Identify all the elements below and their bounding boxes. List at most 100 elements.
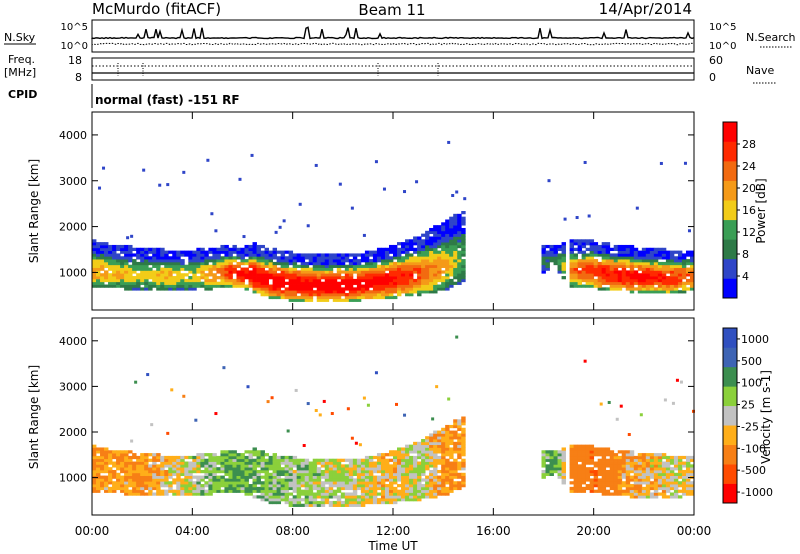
power-cell — [124, 273, 129, 277]
power-cell — [449, 225, 454, 229]
y-tick-label: 4000 — [59, 129, 87, 142]
velocity-cell — [184, 484, 189, 488]
power-cell — [196, 281, 201, 285]
velocity-cell — [649, 492, 655, 496]
velocity-cell — [200, 475, 205, 479]
y-tick-label: 4000 — [59, 335, 87, 348]
power-cell — [397, 261, 402, 266]
velocity-cell — [240, 467, 245, 471]
velocity-cell — [633, 455, 639, 460]
power-cell — [320, 281, 326, 285]
power-cell — [92, 281, 97, 285]
power-cell — [661, 273, 667, 277]
colorbar-tick-label: -500 — [741, 464, 766, 477]
velocity-cell — [445, 489, 450, 493]
velocity-cell — [268, 486, 273, 491]
velocity-cell — [681, 489, 687, 493]
velocity-cell — [256, 478, 261, 482]
velocity-cell — [641, 458, 647, 462]
power-cell — [280, 295, 286, 300]
power-cell — [112, 278, 117, 283]
velocity-cell — [172, 464, 177, 468]
velocity-cell — [461, 441, 466, 446]
power-cell — [328, 253, 334, 257]
power-cell — [457, 244, 462, 249]
power-cell — [216, 247, 221, 251]
velocity-cell — [621, 467, 627, 471]
power-cell — [176, 287, 181, 291]
power-cell — [685, 261, 691, 266]
velocity-cell — [645, 486, 651, 491]
velocity-cell — [681, 492, 687, 496]
velocity-cell — [324, 461, 330, 465]
power-cell — [96, 284, 101, 288]
velocity-cell — [176, 489, 181, 493]
power-cell — [645, 256, 651, 260]
velocity-cell — [388, 450, 394, 454]
power-cell — [296, 290, 302, 294]
power-cell — [352, 290, 358, 294]
velocity-cell — [573, 486, 579, 491]
velocity-cell — [120, 467, 125, 471]
velocity-cell — [649, 495, 655, 499]
velocity-cell — [433, 461, 438, 465]
power-cell — [328, 264, 334, 268]
velocity-cell — [597, 481, 603, 485]
power-cell — [433, 250, 438, 254]
velocity-cell — [657, 492, 663, 496]
velocity-cell — [425, 436, 430, 440]
velocity-cell — [553, 461, 558, 465]
power-cell — [441, 264, 446, 268]
velocity-cell — [288, 492, 294, 496]
velocity-sparse-cell — [455, 335, 459, 339]
power-cell — [196, 247, 201, 251]
power-cell — [633, 253, 639, 257]
power-cell — [220, 264, 225, 268]
power-cell — [605, 278, 611, 283]
velocity-cell — [168, 475, 173, 479]
power-cell — [276, 273, 282, 277]
power-cell — [292, 295, 298, 300]
velocity-cell — [132, 481, 137, 485]
power-cell — [276, 281, 282, 285]
velocity-cell — [649, 475, 655, 479]
velocity-cell — [421, 447, 426, 451]
velocity-cell — [196, 464, 201, 468]
power-cell — [617, 244, 623, 249]
power-cell — [284, 261, 290, 266]
power-cell — [108, 253, 113, 257]
power-cell — [401, 278, 406, 283]
velocity-cell — [401, 464, 406, 468]
velocity-cell — [657, 475, 663, 479]
velocity-cell — [441, 475, 446, 479]
power-cell — [272, 264, 278, 268]
power-cell — [188, 267, 193, 271]
power-cell — [352, 270, 358, 274]
velocity-cell — [156, 489, 161, 493]
velocity-cell — [264, 472, 269, 476]
power-cell — [421, 276, 426, 280]
velocity-cell — [152, 472, 157, 476]
power-cell — [641, 273, 647, 277]
velocity-cell — [393, 469, 398, 474]
power-cell — [449, 256, 454, 260]
velocity-cell — [625, 481, 631, 485]
velocity-cell — [388, 489, 394, 493]
power-cell — [605, 259, 611, 263]
power-cell — [272, 293, 278, 297]
velocity-cell — [388, 478, 394, 482]
power-cell — [340, 298, 346, 302]
power-cell — [597, 244, 603, 249]
velocity-cell — [425, 495, 430, 499]
velocity-cell — [176, 484, 181, 488]
velocity-cell — [244, 472, 249, 476]
velocity-cell — [413, 458, 418, 462]
power-cell — [405, 273, 410, 277]
power-cell — [164, 256, 169, 260]
velocity-cell — [328, 503, 334, 507]
power-cell — [417, 290, 422, 294]
velocity-cell — [280, 455, 286, 460]
power-cell — [613, 270, 619, 274]
velocity-cell — [437, 450, 442, 454]
power-cell — [168, 264, 173, 268]
